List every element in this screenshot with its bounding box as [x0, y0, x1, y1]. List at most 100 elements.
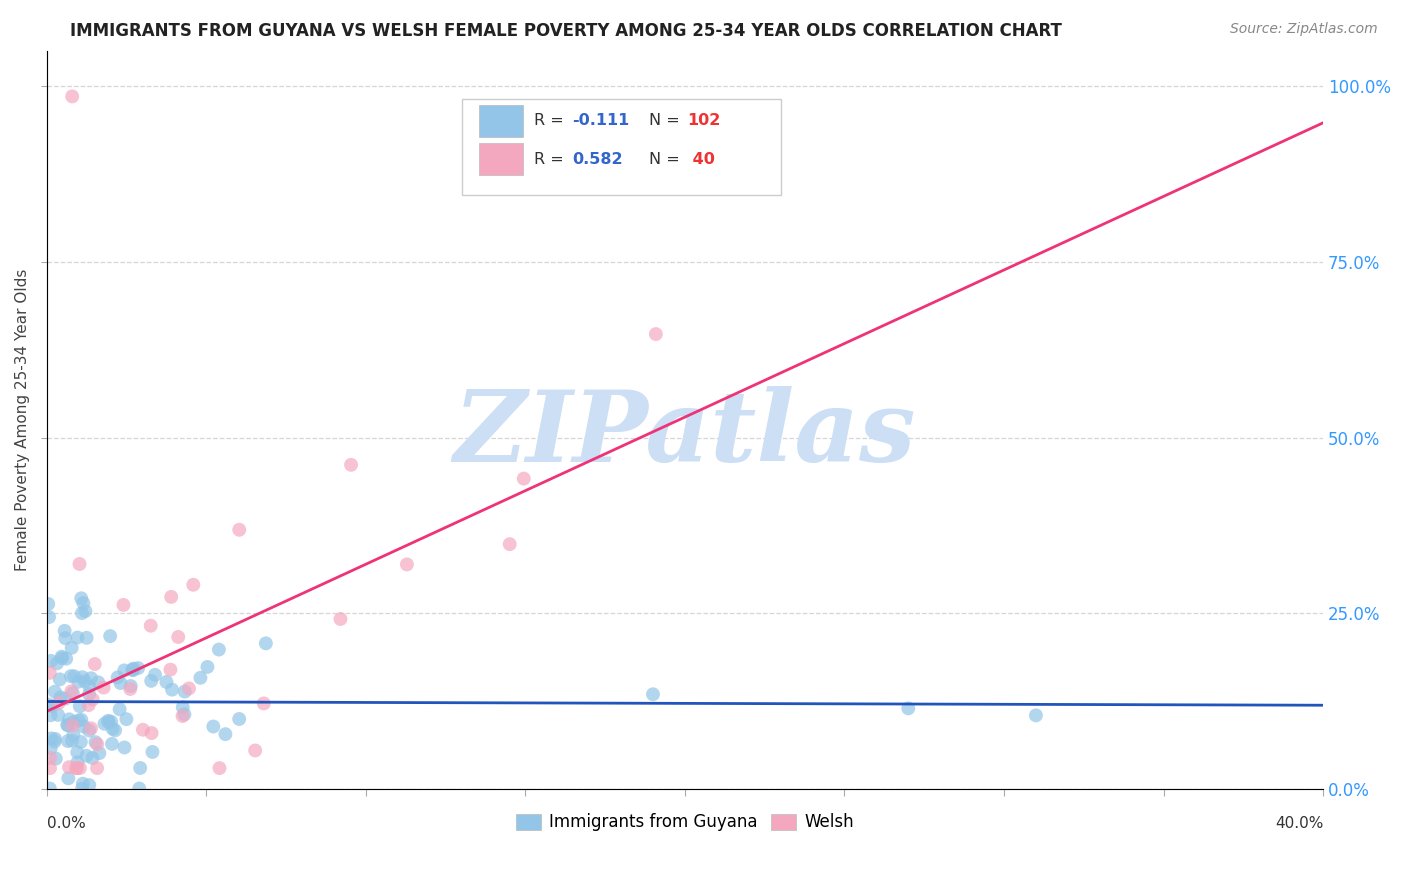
Point [38, 665, 60, 680]
Point [112, 598, 135, 612]
Point [93, 716, 115, 731]
Point [97, 714, 120, 729]
Point [641, 687, 664, 701]
Point [87, 675, 110, 690]
Text: -0.111: -0.111 [572, 113, 630, 128]
Point [63, 669, 86, 683]
Point [104, 723, 127, 738]
Point [60, 733, 83, 747]
Point [59, 669, 82, 683]
Point [177, 681, 200, 696]
Point [44, 734, 66, 748]
Point [159, 663, 181, 677]
Point [70, 781, 93, 796]
Point [101, 737, 124, 751]
Point [77, 687, 100, 701]
Point [129, 761, 152, 775]
Point [1025, 708, 1047, 723]
FancyBboxPatch shape [461, 99, 780, 194]
Point [121, 663, 143, 677]
Point [100, 714, 122, 729]
Point [190, 671, 212, 685]
Point [73, 720, 96, 734]
Point [122, 662, 145, 676]
Point [70, 713, 93, 727]
Point [120, 681, 142, 696]
Point [72, 777, 94, 791]
Point [72, 596, 94, 610]
Y-axis label: Female Poverty Among 25-34 Year Olds: Female Poverty Among 25-34 Year Olds [15, 268, 30, 571]
Point [69, 761, 91, 775]
Point [70, 606, 93, 620]
Point [66, 756, 89, 770]
Point [69, 735, 91, 749]
Point [62, 715, 84, 730]
Point [143, 668, 166, 682]
Point [67, 714, 90, 728]
Point [60, 89, 83, 103]
Text: 40.0%: 40.0% [1275, 816, 1323, 831]
Point [141, 745, 163, 759]
Point [141, 673, 163, 688]
Text: N =: N = [650, 152, 685, 167]
Point [110, 676, 132, 690]
Point [60, 640, 83, 655]
Point [72, 670, 94, 684]
Point [39, 741, 62, 756]
Text: 40: 40 [688, 152, 716, 167]
Point [127, 661, 149, 675]
Point [160, 590, 183, 604]
Point [644, 327, 666, 342]
Text: Source: ZipAtlas.com: Source: ZipAtlas.com [1230, 22, 1378, 37]
Point [228, 712, 250, 726]
Point [66, 631, 89, 645]
Point [69, 699, 91, 714]
Point [70, 591, 93, 606]
Text: 102: 102 [688, 113, 721, 128]
Point [172, 709, 194, 723]
Point [44, 684, 66, 698]
Point [38, 610, 60, 624]
Point [513, 472, 536, 486]
Point [67, 674, 90, 689]
Text: 0.582: 0.582 [572, 152, 623, 167]
Point [228, 523, 250, 537]
Point [44, 731, 66, 746]
Point [39, 751, 62, 765]
Point [45, 751, 67, 765]
Text: 0.0%: 0.0% [46, 816, 86, 831]
Point [82, 751, 104, 765]
Point [114, 740, 136, 755]
Point [53, 691, 76, 706]
Point [86, 761, 108, 775]
Point [53, 624, 76, 638]
Point [56, 718, 79, 732]
Point [69, 557, 91, 571]
Point [243, 743, 266, 757]
Point [122, 663, 145, 677]
Point [97, 714, 120, 728]
Point [77, 778, 100, 792]
Point [128, 781, 150, 796]
Point [80, 722, 103, 736]
Point [49, 673, 72, 687]
Text: ZIPatlas: ZIPatlas [454, 386, 917, 483]
Point [49, 690, 72, 705]
Point [55, 651, 77, 665]
Point [141, 726, 163, 740]
Point [65, 761, 87, 775]
Point [139, 618, 162, 632]
Point [115, 712, 138, 726]
Point [60, 684, 83, 698]
Point [39, 708, 62, 723]
Point [56, 734, 79, 748]
Point [62, 727, 84, 741]
Point [41, 699, 63, 714]
Point [82, 692, 104, 706]
Point [39, 654, 62, 668]
Point [46, 657, 69, 671]
Point [395, 558, 418, 572]
Point [66, 745, 89, 759]
Point [101, 722, 124, 736]
Point [112, 664, 135, 678]
